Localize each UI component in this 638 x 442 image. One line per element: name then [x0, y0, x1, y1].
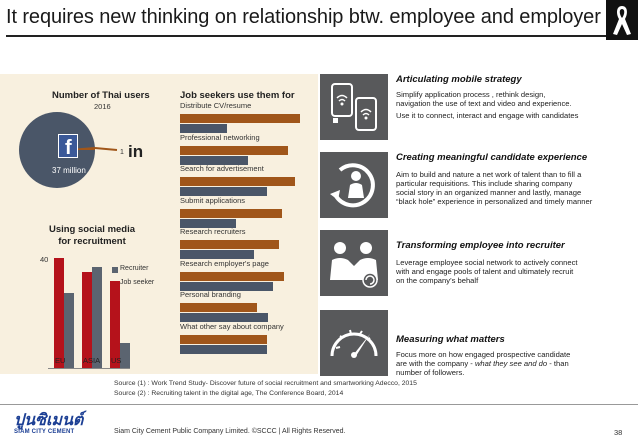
- mobile-phones-icon: [331, 83, 377, 131]
- company-logo-thai: ปูนซิเมนต์: [14, 412, 84, 429]
- social-media-bar-recruiter: [110, 281, 120, 368]
- social-media-ymax-label: 40: [40, 255, 49, 264]
- social-media-bar-jobseeker: [120, 342, 130, 368]
- title-underline: [6, 35, 618, 37]
- social-media-bar-jobseeker: [92, 266, 102, 368]
- social-media-category-label: ASIA: [83, 356, 101, 365]
- section-employee-recruiter-title: Transforming employee into recruiter: [396, 240, 565, 251]
- page-title: It requires new thinking on relationship…: [6, 6, 601, 28]
- job-seekers-bar-recruiter: [180, 155, 249, 165]
- copyright-text: Siam City Cement Public Company Limited.…: [114, 428, 346, 435]
- job-seekers-bar-jobseeker: [180, 334, 267, 344]
- job-seekers-bar-jobseeker: [180, 145, 288, 155]
- page-number: 38: [614, 428, 623, 437]
- job-seekers-label: Personal branding: [180, 290, 241, 299]
- company-logo-en: SIAM CITY CEMENT: [14, 429, 75, 435]
- job-seekers-bar-jobseeker: [180, 114, 301, 123]
- job-seekers-bar-jobseeker: [180, 177, 296, 186]
- section-candidate-experience-title: Creating meaningful candidate experience: [396, 152, 588, 163]
- job-seekers-label: Submit applications: [180, 195, 246, 205]
- job-seekers-bar-recruiter: [180, 344, 267, 354]
- candidate-experience-icon-box: [320, 152, 388, 218]
- job-seekers-heading: Job seekers use them for: [180, 90, 295, 101]
- job-seekers-bar-recruiter: [180, 313, 269, 322]
- mobile-strategy-icon-box: [320, 74, 388, 140]
- social-media-bar-recruiter: [82, 272, 92, 368]
- job-seekers-bar-recruiter: [180, 124, 228, 133]
- employee-recruiter-icon-box: [320, 230, 388, 296]
- social-media-bar-recruiter: [54, 258, 64, 368]
- social-media-bar-jobseeker: [64, 293, 74, 368]
- section-measuring-title: Measuring what matters: [396, 334, 505, 345]
- section-employee-recruiter-text: Leverage employee social network to acti…: [396, 258, 578, 285]
- job-seekers-label: Professional networking: [180, 132, 260, 142]
- job-seekers-bar-jobseeker: [180, 271, 285, 281]
- section-mobile-strategy-title: Articulating mobile strategy: [396, 74, 522, 85]
- source-2: Source (2) : Recruiting talent in the di…: [114, 390, 344, 397]
- facebook-icon: f: [58, 134, 78, 159]
- job-seekers-bar-recruiter: [180, 281, 273, 291]
- social-media-category-label: US: [111, 356, 122, 365]
- job-seekers-bar-jobseeker: [180, 303, 257, 312]
- job-seekers-label: Research employer's page: [180, 258, 269, 268]
- job-seekers-bar-jobseeker: [180, 240, 280, 249]
- awareness-ribbon-icon: [613, 6, 631, 35]
- section-mobile-strategy-text: Simplify application process , rethink d…: [396, 90, 579, 120]
- handshake-people-icon: [330, 242, 378, 288]
- social-media-x-axis: [48, 368, 130, 369]
- job-seekers-label: Research recruiters: [180, 227, 246, 236]
- gauge-icon: [330, 329, 378, 358]
- legend-recruiter-swatch: [112, 267, 118, 273]
- thai-users-heading: Number of Thai users: [52, 90, 150, 101]
- measuring-icon-box: [320, 310, 388, 376]
- ribbon-badge: [606, 0, 638, 40]
- job-seekers-bar-recruiter: [180, 218, 236, 228]
- job-seekers-bar-recruiter: [180, 250, 255, 259]
- facebook-value: 37 million: [52, 166, 86, 175]
- section-measuring-text: Focus more on how engaged prospective ca…: [396, 350, 571, 377]
- job-seekers-label: Distribute CV/resume: [180, 101, 252, 110]
- person-cycle-icon: [330, 163, 375, 208]
- social-media-heading: Using social media for recruitment: [48, 224, 136, 247]
- linkedin-value: 1: [120, 149, 124, 156]
- footer-divider: [0, 404, 638, 405]
- source-1: Source (1) : Work Trend Study- Discover …: [114, 380, 417, 387]
- legend-jobseeker-label: Job seeker: [120, 279, 155, 286]
- job-seekers-label: Search for advertisement: [180, 164, 264, 173]
- social-media-category-label: EU: [55, 356, 66, 365]
- job-seekers-label: What other say about company: [180, 321, 284, 331]
- job-seekers-bar-recruiter: [180, 187, 267, 196]
- thai-users-year: 2016: [94, 102, 111, 111]
- linkedin-icon: in: [128, 142, 144, 161]
- legend-jobseeker-swatch: [112, 281, 118, 287]
- section-candidate-experience-text: Aim to build and nature a net work of ta…: [396, 170, 593, 206]
- pie-leader-line: [94, 147, 118, 151]
- legend-recruiter-label: Recruiter: [120, 265, 149, 272]
- job-seekers-bar-jobseeker: [180, 208, 282, 218]
